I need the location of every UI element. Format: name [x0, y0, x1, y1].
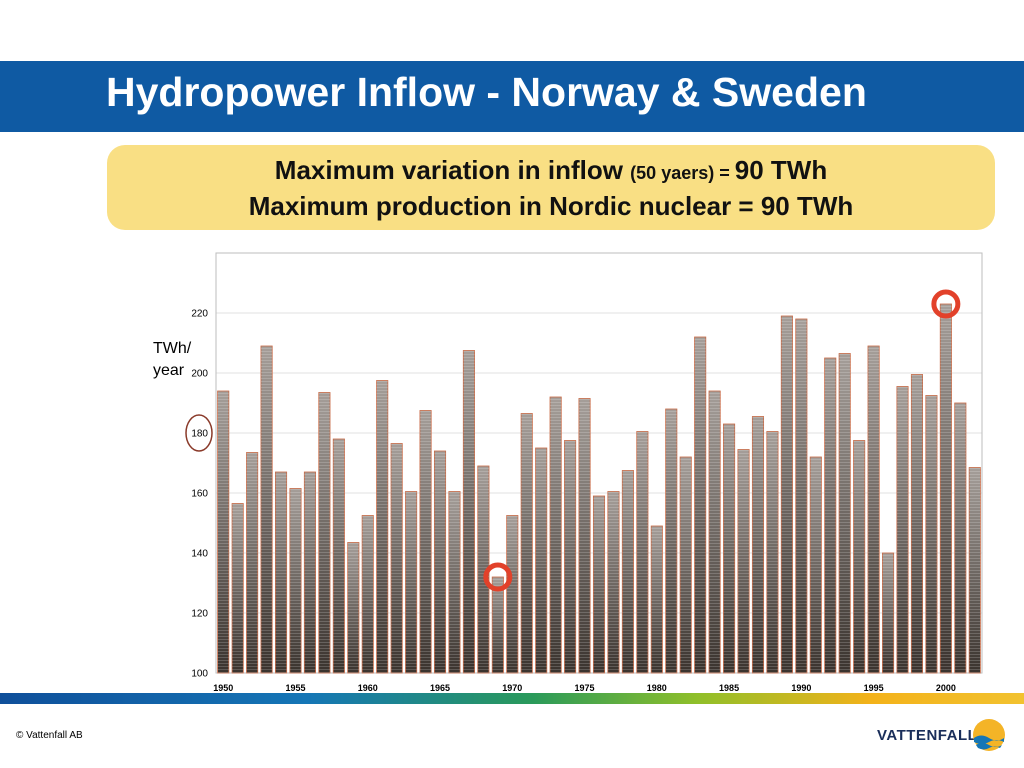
- x-tick-label: 1955: [285, 683, 305, 693]
- slide-title: Hydropower Inflow - Norway & Sweden: [106, 69, 867, 115]
- bar-texture-1966: [448, 491, 461, 673]
- callout-line-1: Maximum variation in inflow (50 yaers) =…: [107, 155, 995, 186]
- y-axis-unit-label: TWh/ year: [153, 338, 198, 382]
- bar-texture-1992: [824, 358, 836, 673]
- highlight-circle-1969: [483, 562, 513, 592]
- bar-texture-1954: [275, 472, 287, 673]
- y-tick-label: 140: [191, 549, 208, 560]
- bar-texture-1979: [636, 431, 648, 673]
- bar-texture-1986: [737, 449, 750, 673]
- bar-texture-1975: [578, 398, 591, 673]
- bar-texture-1964: [419, 410, 432, 673]
- bars: [217, 303, 981, 674]
- y-axis-unit-line-1: TWh/: [153, 340, 192, 357]
- x-tick-label: 1990: [791, 683, 811, 693]
- y-tick-label: 100: [191, 669, 208, 680]
- bar-texture-1976: [593, 496, 605, 673]
- bar-texture-1950: [217, 391, 229, 673]
- highlight-circle-2000: [931, 289, 961, 319]
- x-tick-label: 1960: [358, 683, 378, 693]
- bar-texture-1963: [405, 491, 417, 673]
- bar-texture-1972: [535, 448, 547, 673]
- callout-line-1-end: 90 TWh: [734, 155, 828, 185]
- bar-texture-1958: [333, 439, 345, 673]
- callout-line-1-main: Maximum variation in inflow: [274, 155, 631, 185]
- bar-texture-1987: [752, 416, 764, 673]
- y-tick-labels: 100 120 140 160 180 200 220: [191, 309, 208, 680]
- bar-texture-1982: [680, 457, 692, 673]
- x-tick-label: 1980: [647, 683, 667, 693]
- bar-texture-2001: [954, 403, 966, 673]
- bar-texture-1977: [607, 491, 620, 673]
- copyright-text: © Vattenfall AB: [16, 730, 83, 741]
- bar-texture-1973: [550, 397, 562, 673]
- bar-texture-1960: [362, 515, 374, 673]
- bar-texture-1970: [506, 515, 518, 673]
- bar-texture-1998: [911, 374, 923, 673]
- x-tick-label: 1950: [213, 683, 233, 693]
- bar-texture-1953: [260, 346, 273, 673]
- bar-texture-1980: [651, 526, 663, 673]
- bar-texture-1951: [232, 503, 244, 673]
- bar-texture-1971: [521, 413, 533, 673]
- callout-line-1-small: (50 yaers) =: [630, 163, 735, 183]
- y-tick-label: 180: [191, 429, 208, 440]
- x-tick-labels: 1950 1955 1960 1965 1970 1975 1980 1985 1990 1995…: [213, 683, 956, 693]
- x-tick-label: 1965: [430, 683, 450, 693]
- bar-texture-1989: [781, 316, 793, 673]
- vattenfall-logo-icon: [973, 719, 1005, 751]
- x-tick-label: 1995: [864, 683, 884, 693]
- y-tick-label: 120: [191, 609, 208, 620]
- highlight-markers: [185, 289, 961, 592]
- bar-texture-1988: [766, 431, 779, 673]
- bar-texture-1995: [867, 346, 880, 673]
- y-180-marker-oval: [185, 414, 213, 452]
- bar-texture-1991: [810, 457, 822, 673]
- y-tick-label: 220: [191, 309, 208, 320]
- bar-texture-1969: [492, 577, 504, 673]
- callout-box: Maximum variation in inflow (50 yaers) =…: [107, 145, 995, 230]
- bar-texture-1993: [839, 353, 851, 673]
- bar-texture-1955: [289, 488, 302, 673]
- x-tick-label: 1970: [502, 683, 522, 693]
- bar-texture-2000: [940, 304, 952, 673]
- title-band: Hydropower Inflow - Norway & Sweden: [0, 61, 1024, 132]
- bar-texture-1997: [896, 386, 909, 673]
- x-tick-label: 1985: [719, 683, 739, 693]
- bar-texture-1981: [665, 409, 677, 673]
- bar-texture-1996: [882, 553, 894, 673]
- bar-texture-1967: [463, 350, 475, 673]
- bar-texture-1985: [723, 424, 735, 673]
- bar-texture-1965: [434, 451, 446, 673]
- bar-texture-1990: [795, 319, 807, 673]
- bar-texture-1952: [246, 452, 258, 673]
- bar-texture-1994: [853, 440, 865, 673]
- bar-texture-2002: [969, 467, 981, 673]
- y-tick-label: 160: [191, 489, 208, 500]
- bar-texture-1984: [708, 391, 721, 673]
- brand-name: VATTENFALL: [877, 727, 978, 744]
- bar-texture-1957: [318, 392, 331, 673]
- x-tick-label: 2000: [936, 683, 956, 693]
- y-tick-label: 200: [191, 369, 208, 380]
- y-axis-unit-line-2: year: [153, 362, 185, 379]
- x-tick-label: 1975: [575, 683, 595, 693]
- bar-texture-1983: [694, 337, 706, 673]
- bar-texture-1974: [564, 440, 576, 673]
- bar-texture-1968: [477, 466, 490, 673]
- bar-texture-1978: [622, 470, 634, 673]
- callout-line-2: Maximum production in Nordic nuclear = 9…: [248, 191, 854, 221]
- bar-texture-1962: [391, 443, 403, 673]
- bar-texture-1961: [376, 380, 388, 673]
- bar-texture-1959: [347, 542, 359, 673]
- bar-texture-1956: [304, 472, 316, 673]
- bottom-color-stripe: [0, 693, 1024, 704]
- bar-texture-1999: [925, 395, 938, 673]
